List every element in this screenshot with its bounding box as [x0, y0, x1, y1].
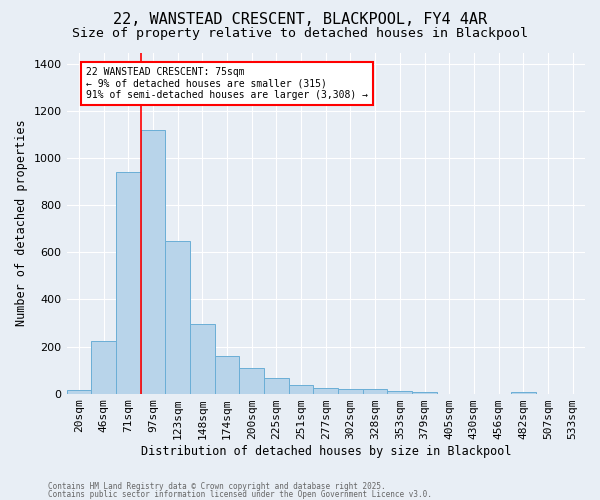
Y-axis label: Number of detached properties: Number of detached properties	[15, 120, 28, 326]
Bar	[190, 324, 215, 394]
Bar	[363, 389, 388, 394]
Text: Size of property relative to detached houses in Blackpool: Size of property relative to detached ho…	[72, 28, 528, 40]
Bar	[388, 391, 412, 394]
Text: Contains HM Land Registry data © Crown copyright and database right 2025.: Contains HM Land Registry data © Crown c…	[48, 482, 386, 491]
Text: Contains public sector information licensed under the Open Government Licence v3: Contains public sector information licen…	[48, 490, 432, 499]
Bar	[289, 384, 313, 394]
Bar	[116, 172, 140, 394]
Text: 22 WANSTEAD CRESCENT: 75sqm
← 9% of detached houses are smaller (315)
91% of sem: 22 WANSTEAD CRESCENT: 75sqm ← 9% of deta…	[86, 66, 368, 100]
Bar	[239, 368, 264, 394]
Bar	[140, 130, 165, 394]
Bar	[338, 389, 363, 394]
Bar	[165, 240, 190, 394]
Bar	[215, 356, 239, 394]
Bar	[91, 340, 116, 394]
Text: 22, WANSTEAD CRESCENT, BLACKPOOL, FY4 4AR: 22, WANSTEAD CRESCENT, BLACKPOOL, FY4 4A…	[113, 12, 487, 28]
X-axis label: Distribution of detached houses by size in Blackpool: Distribution of detached houses by size …	[140, 444, 511, 458]
Bar	[511, 392, 536, 394]
Bar	[412, 392, 437, 394]
Bar	[264, 378, 289, 394]
Bar	[313, 388, 338, 394]
Bar	[67, 390, 91, 394]
